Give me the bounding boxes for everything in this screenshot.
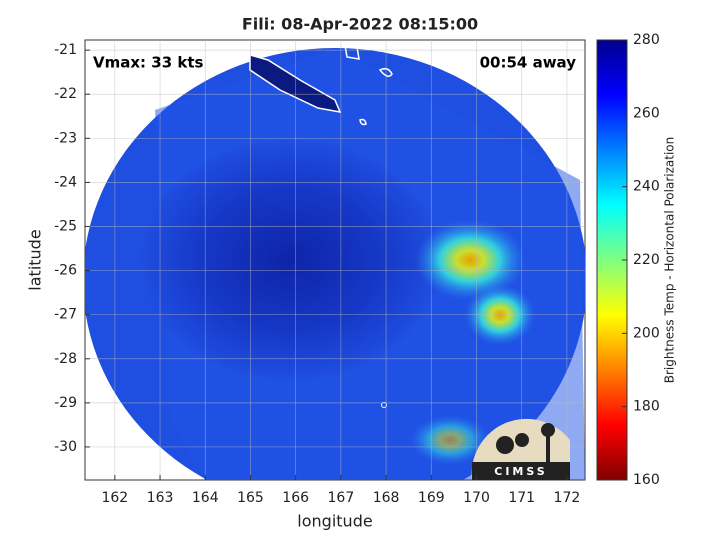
x-tick-label: 170 (463, 490, 490, 506)
colorbar-tick-label: 260 (633, 105, 660, 121)
y-tick-label: -25 (54, 218, 77, 234)
y-tick-label: -23 (54, 130, 77, 146)
y-tick-label: -27 (54, 307, 77, 323)
x-tick-label: 163 (147, 490, 174, 506)
colorbar-tick-label: 220 (633, 252, 660, 268)
chart-title: Fili: 08-Apr-2022 08:15:00 (242, 15, 478, 34)
colorbar-tick-label: 240 (633, 179, 660, 195)
y-tick-label: -26 (54, 263, 77, 279)
x-tick-label: 167 (328, 490, 355, 506)
colorbar-tick-label: 180 (633, 399, 660, 415)
annotation: Vmax: 33 kts (93, 54, 203, 72)
y-tick-label: -29 (54, 395, 77, 411)
y-tick-label: -28 (54, 351, 77, 367)
y-tick-label: -22 (54, 86, 77, 102)
y-tick-label: -30 (54, 439, 77, 455)
x-axis-label: longitude (297, 512, 372, 531)
y-axis-label: latitude (26, 229, 45, 290)
cimss-logo (471, 418, 570, 480)
y-tick-label: -21 (54, 42, 77, 58)
x-tick-label: 171 (508, 490, 535, 506)
y-tick-label: -24 (54, 174, 77, 190)
colorbar-tick-label: 200 (633, 325, 660, 341)
x-tick-label: 162 (101, 490, 128, 506)
annotation: 00:54 away (480, 54, 577, 72)
x-tick-label: 169 (418, 490, 445, 506)
colorbar-tick-label: 160 (633, 472, 660, 488)
x-tick-label: 164 (192, 490, 219, 506)
x-tick-label: 172 (554, 490, 581, 506)
x-tick-label: 168 (373, 490, 400, 506)
x-tick-label: 165 (237, 490, 264, 506)
colorbar-label: Brightness Temp - Horizontal Polarizatio… (663, 137, 677, 384)
logo-text: CIMSS (494, 465, 547, 478)
colorbar-tick-label: 280 (633, 32, 660, 48)
x-tick-label: 166 (282, 490, 309, 506)
